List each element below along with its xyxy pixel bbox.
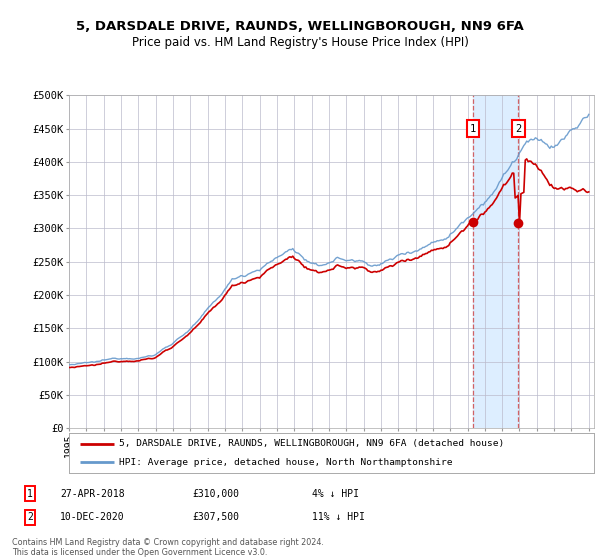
Text: 2: 2 (27, 512, 33, 522)
Text: 1: 1 (27, 489, 33, 499)
Text: 1: 1 (470, 124, 476, 133)
Text: 27-APR-2018: 27-APR-2018 (60, 489, 125, 499)
Text: 5, DARSDALE DRIVE, RAUNDS, WELLINGBOROUGH, NN9 6FA: 5, DARSDALE DRIVE, RAUNDS, WELLINGBOROUG… (76, 20, 524, 32)
Text: 10-DEC-2020: 10-DEC-2020 (60, 512, 125, 522)
Text: £307,500: £307,500 (192, 512, 239, 522)
Text: 11% ↓ HPI: 11% ↓ HPI (312, 512, 365, 522)
Text: £310,000: £310,000 (192, 489, 239, 499)
Text: HPI: Average price, detached house, North Northamptonshire: HPI: Average price, detached house, Nort… (119, 458, 452, 467)
Text: 5, DARSDALE DRIVE, RAUNDS, WELLINGBOROUGH, NN9 6FA (detached house): 5, DARSDALE DRIVE, RAUNDS, WELLINGBOROUG… (119, 439, 504, 448)
Text: 2: 2 (515, 124, 521, 133)
Text: 4% ↓ HPI: 4% ↓ HPI (312, 489, 359, 499)
Text: Price paid vs. HM Land Registry's House Price Index (HPI): Price paid vs. HM Land Registry's House … (131, 36, 469, 49)
Bar (473, 95, 518, 428)
Text: Contains HM Land Registry data © Crown copyright and database right 2024.
This d: Contains HM Land Registry data © Crown c… (12, 538, 324, 557)
